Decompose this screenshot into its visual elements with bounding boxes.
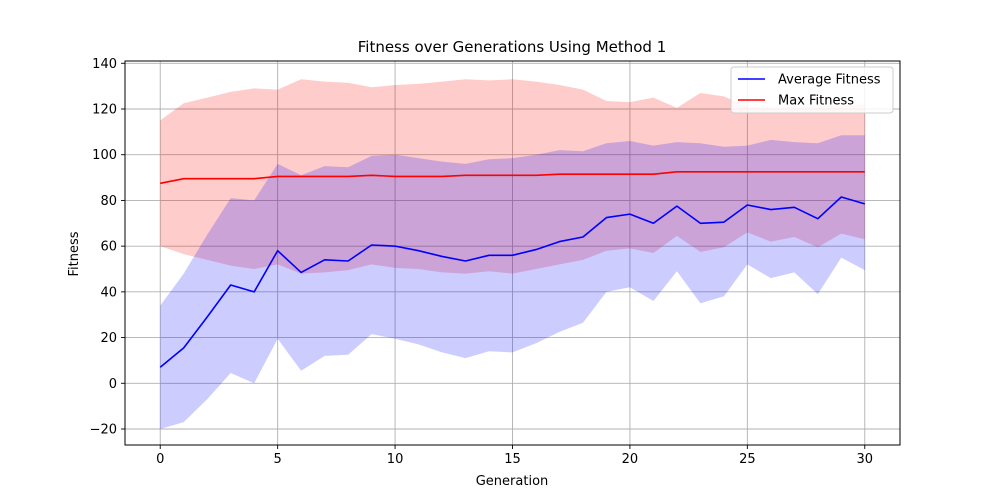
legend-label-average-fitness: Average Fitness: [778, 73, 881, 88]
legend-label-max-fitness: Max Fitness: [778, 94, 854, 109]
legend: Average Fitness Max Fitness: [730, 66, 894, 114]
band-max-fitness: [160, 79, 865, 274]
chart-title: Fitness over Generations Using Method 1: [358, 38, 667, 56]
y-tick-label: 0: [109, 377, 117, 392]
x-tick-label: 25: [739, 452, 756, 467]
x-axis-ticks: 0 5 10 15 20 25 30: [156, 445, 873, 467]
line-average-fitness: [159, 196, 865, 368]
lines: [159, 171, 865, 368]
line-max-fitness: [160, 171, 865, 185]
x-axis-title: Generation: [476, 474, 549, 489]
x-tick-label: 15: [504, 452, 521, 467]
x-tick-label: 0: [156, 452, 164, 467]
x-tick-label: 30: [856, 452, 873, 467]
y-tick-label: 60: [100, 240, 117, 255]
grid: [125, 61, 900, 445]
y-axis-title: Fitness: [67, 231, 82, 276]
x-tick-label: 20: [622, 452, 639, 467]
y-tick-label: 140: [92, 57, 117, 72]
x-tick-label: 5: [274, 452, 282, 467]
y-tick-label: 120: [92, 103, 117, 118]
y-axis-ticks: −20 0 20 40 60 80 100 120 140: [90, 57, 125, 438]
bands: [160, 79, 865, 430]
y-tick-label: 100: [92, 148, 117, 163]
x-tick-label: 10: [387, 452, 404, 467]
y-tick-label: −20: [90, 423, 117, 438]
legend-box: [730, 66, 894, 114]
band-average-fitness: [160, 135, 865, 430]
y-tick-label: 40: [100, 285, 117, 300]
y-tick-label: 20: [100, 331, 117, 346]
y-tick-label: 80: [100, 194, 117, 209]
